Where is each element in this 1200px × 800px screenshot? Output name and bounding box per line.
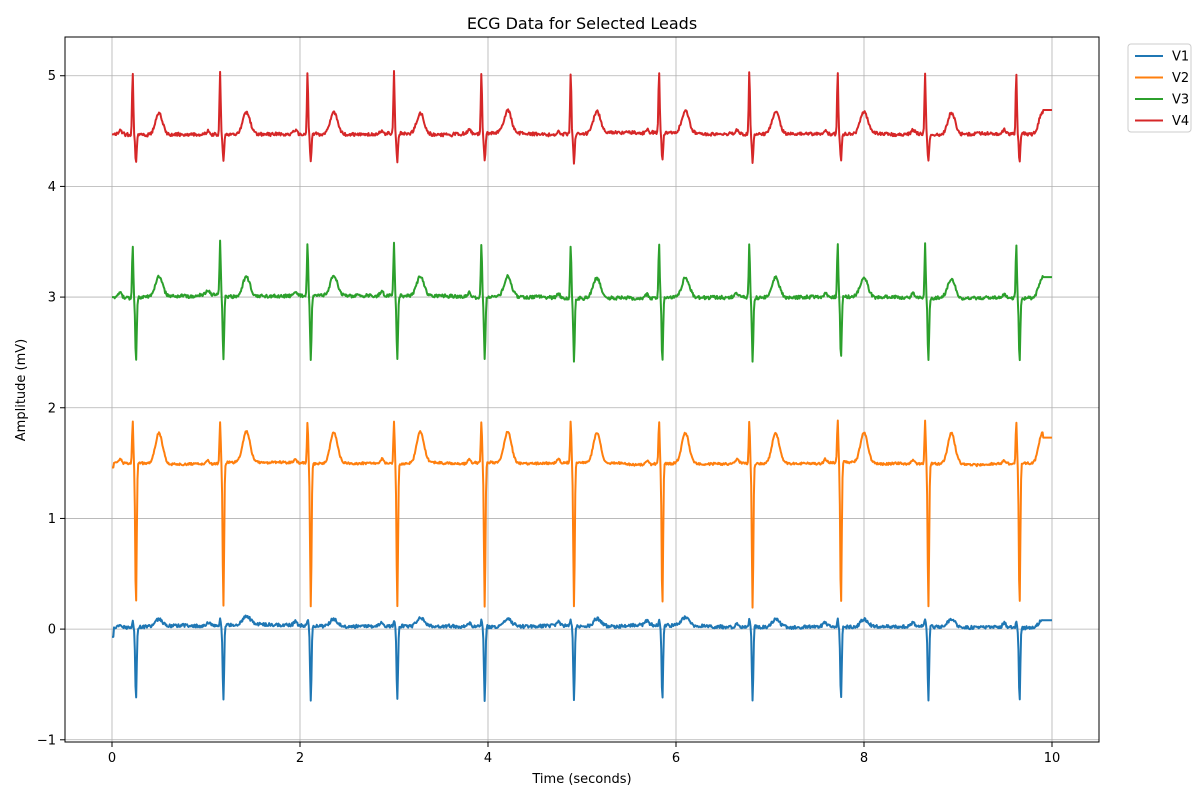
legend-label-v4: V4 xyxy=(1172,114,1189,129)
y-tick-label: 3 xyxy=(48,291,56,306)
x-tick-label: 10 xyxy=(1044,751,1061,766)
legend-label-v3: V3 xyxy=(1172,93,1189,108)
chart-title: ECG Data for Selected Leads xyxy=(467,14,697,33)
y-tick-label: 0 xyxy=(48,623,56,638)
y-tick-label: 1 xyxy=(48,512,56,527)
x-tick-label: 6 xyxy=(672,751,680,766)
series-line-v1 xyxy=(111,614,1053,702)
plot-frame xyxy=(64,36,1100,743)
x-axis-ticks: 0 2 4 6 8 10 xyxy=(108,742,1060,766)
legend-box xyxy=(1127,43,1192,133)
y-tick-label: 2 xyxy=(48,401,56,416)
x-axis-label: Time (seconds) xyxy=(531,772,631,787)
series-layer xyxy=(111,70,1053,702)
legend-label-v1: V1 xyxy=(1172,50,1189,65)
x-tick-label: 0 xyxy=(108,751,116,766)
legend-label-v2: V2 xyxy=(1172,71,1189,86)
y-tick-label: −1 xyxy=(37,733,56,748)
y-axis-ticks: −1 0 1 2 3 4 5 xyxy=(37,69,65,748)
series-line-v2 xyxy=(111,419,1053,609)
series-line-v3 xyxy=(111,239,1053,363)
y-tick-label: 5 xyxy=(48,69,56,84)
x-tick-label: 4 xyxy=(484,751,492,766)
y-axis-label: Amplitude (mV) xyxy=(14,339,29,441)
y-tick-label: 4 xyxy=(48,180,56,195)
x-tick-label: 8 xyxy=(860,751,868,766)
x-tick-label: 2 xyxy=(296,751,304,766)
series-line-v4 xyxy=(111,70,1053,165)
legend: V1 V2 V3 V4 xyxy=(1127,43,1192,133)
